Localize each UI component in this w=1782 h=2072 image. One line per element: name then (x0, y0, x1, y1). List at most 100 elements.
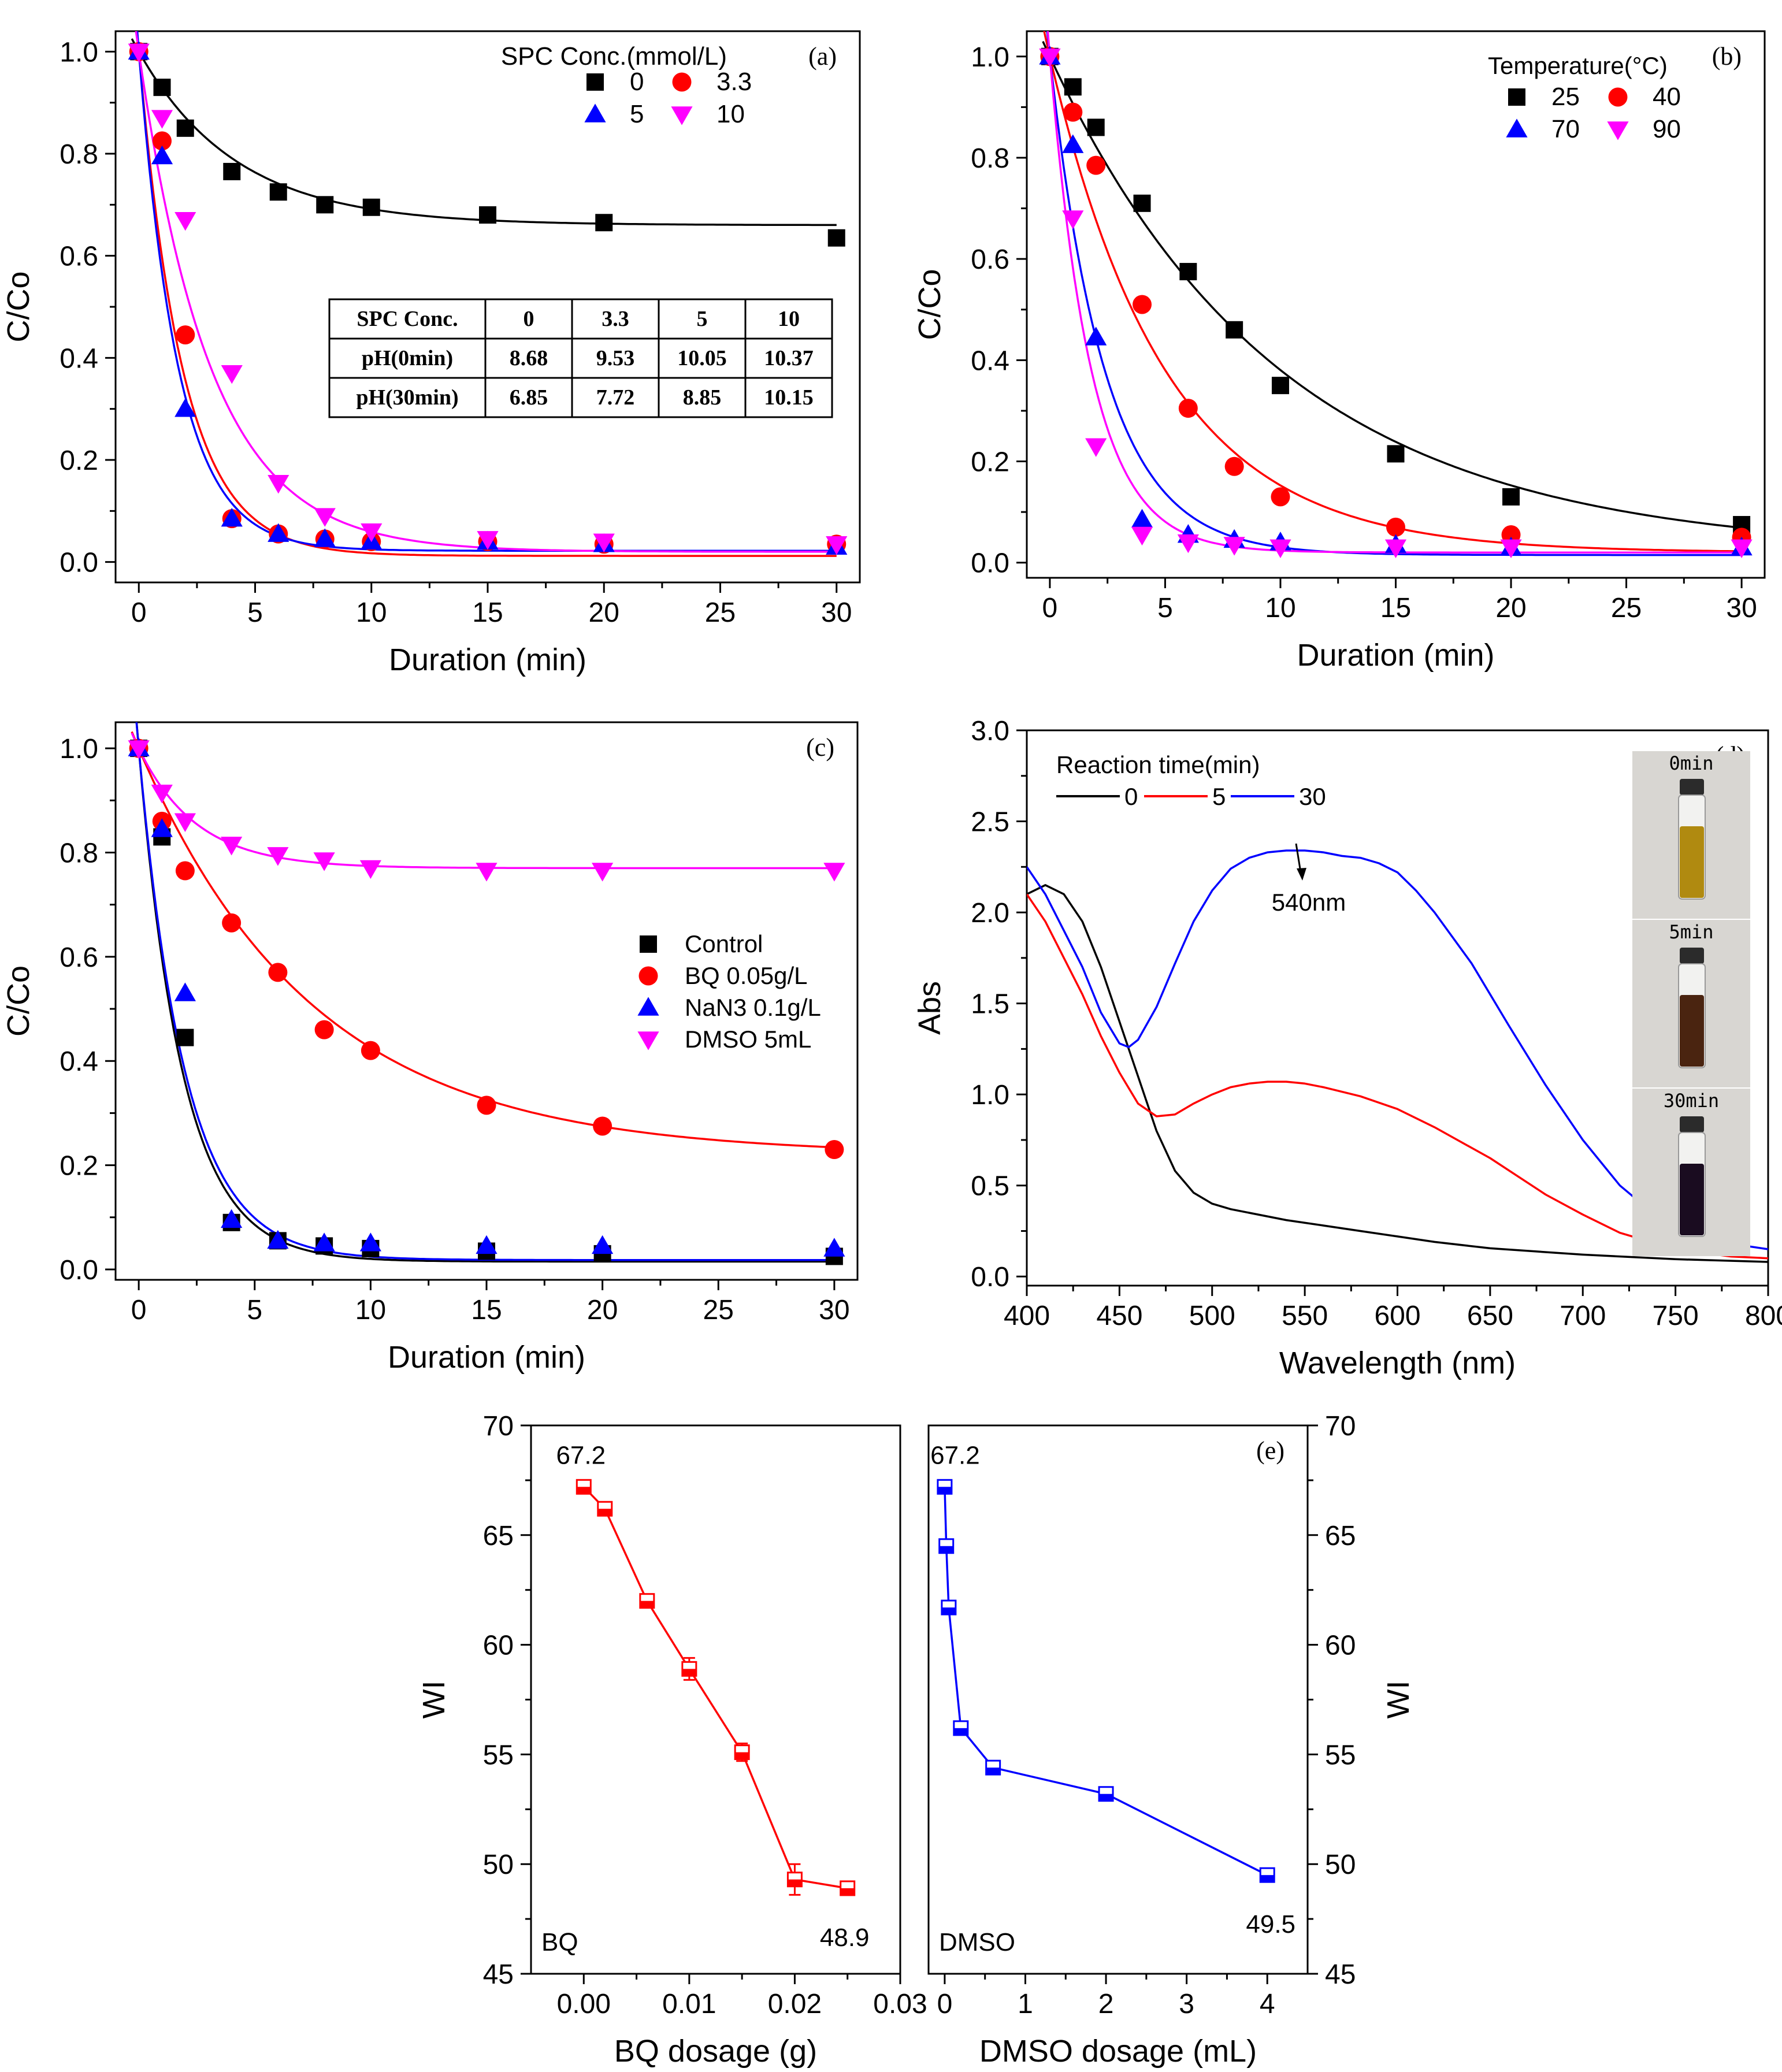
x-tick-label: 20 (1495, 593, 1526, 623)
data-point (1179, 263, 1197, 281)
x-tick-label: 750 (1653, 1301, 1699, 1331)
y-tick-label: 60 (1325, 1631, 1356, 1661)
x-tick-label: 15 (471, 1295, 502, 1325)
data-point (1131, 508, 1153, 528)
panel-label: (b) (1712, 42, 1742, 70)
data-point (222, 913, 242, 933)
y-tick-label: 1.0 (971, 42, 1009, 73)
data-point-fill (1099, 1793, 1113, 1801)
x-tick-label: 5 (247, 1295, 262, 1325)
table-cell (658, 298, 747, 340)
legend-title: Reaction time(min) (1056, 751, 1260, 778)
data-point (314, 528, 336, 547)
data-point (1223, 537, 1245, 556)
x-tick-label: 15 (1380, 593, 1411, 623)
inner-label: DMSO (939, 1928, 1015, 1956)
x-axis-label: Wavelength (nm) (1279, 1346, 1516, 1380)
x-tick-label: 25 (1611, 593, 1642, 623)
x-tick-label: 0.03 (873, 1989, 927, 2019)
data-point (953, 1720, 969, 1736)
legend-label: 30 (1299, 783, 1326, 810)
y-tick-label: 1.0 (971, 1080, 1009, 1111)
data-point (269, 183, 287, 201)
x-tick-label: 1 (1018, 1989, 1033, 2019)
legend-marker (637, 1031, 659, 1050)
data-point (174, 813, 196, 832)
inner-label: BQ (541, 1928, 578, 1956)
legend-marker (638, 966, 658, 986)
y-tick-label: 1.0 (60, 37, 98, 68)
data-point-fill (939, 1546, 953, 1553)
vial-label: 0min (1669, 752, 1713, 774)
y-tick-label: 0.2 (60, 1151, 98, 1182)
y-tick-label: 0.8 (60, 838, 98, 868)
annotation-arrowhead (1297, 868, 1306, 881)
data-point (827, 229, 845, 247)
data-point (175, 861, 195, 881)
data-point (1062, 134, 1084, 153)
data-point (1085, 326, 1107, 346)
y-tick-label: 55 (1325, 1740, 1356, 1770)
series-dmso-5ml (128, 740, 845, 882)
legend-label: 10 (716, 100, 745, 128)
data-point (1259, 1867, 1275, 1883)
vial-photo-strip: 0min 5min 30min (1632, 751, 1750, 1256)
y-tick-label: 1.0 (60, 734, 98, 764)
data-point (1087, 118, 1105, 136)
legend-marker (1607, 121, 1629, 140)
legend-marker (1506, 118, 1528, 138)
data-point (1086, 155, 1106, 175)
fit-curve (1043, 31, 1742, 552)
data-point (175, 398, 196, 417)
legend-label: 5 (1212, 783, 1226, 810)
table-cell-text: 10.15 (764, 385, 814, 410)
x-axis-label: DMSO dosage (mL) (979, 2034, 1257, 2069)
table-cell-text: 10 (778, 307, 800, 331)
data-point (221, 507, 243, 527)
y-tick-label: 0.5 (971, 1171, 1009, 1202)
vial-cap (1680, 779, 1704, 795)
plot-frame (927, 1424, 1309, 1975)
y-tick-label: 0.0 (60, 548, 98, 578)
data-point (314, 1020, 334, 1039)
legend-marker (586, 73, 604, 91)
table-cell-text: SPC Conc. (357, 307, 458, 331)
y-tick-label: 3.0 (971, 716, 1009, 747)
table-cell (571, 377, 660, 418)
y-tick-label: 0.4 (971, 346, 1009, 376)
table-cell (658, 377, 747, 418)
y-tick-label: 0.4 (60, 1046, 98, 1077)
data-point (593, 1116, 612, 1136)
table-cell-text: 10.05 (677, 346, 727, 370)
data-point-fill (941, 1607, 956, 1615)
legend-marker (1508, 88, 1525, 106)
y-tick-label: 1.5 (971, 989, 1009, 1020)
data-point-fill (577, 1487, 591, 1494)
data-point (786, 1872, 803, 1888)
data-point (176, 119, 194, 137)
data-point-fill (1260, 1875, 1275, 1882)
data-point (1131, 526, 1153, 546)
legend-label: 40 (1653, 83, 1681, 111)
y-axis-label: WI (1381, 1681, 1416, 1719)
data-point-fill (840, 1888, 855, 1895)
series-90 (1039, 48, 1753, 559)
data-point (153, 131, 172, 151)
data-point (1133, 295, 1152, 314)
data-point (313, 1232, 335, 1252)
y-tick-label: 2.5 (971, 807, 1009, 838)
x-tick-label: 3 (1179, 1989, 1194, 2019)
data-point (316, 196, 334, 214)
data-point-fill (788, 1879, 802, 1887)
vial-photo: 5min (1632, 920, 1750, 1087)
y-tick-label: 70 (1325, 1411, 1356, 1442)
data-point (1178, 399, 1198, 418)
data-point (595, 214, 613, 232)
data-point (268, 963, 288, 982)
data-point (592, 863, 614, 882)
data-point (1502, 488, 1520, 506)
data-point (267, 847, 289, 866)
table-cell (328, 337, 487, 379)
x-tick-label: 25 (705, 597, 736, 628)
x-axis-label: BQ dosage (g) (614, 2034, 817, 2069)
